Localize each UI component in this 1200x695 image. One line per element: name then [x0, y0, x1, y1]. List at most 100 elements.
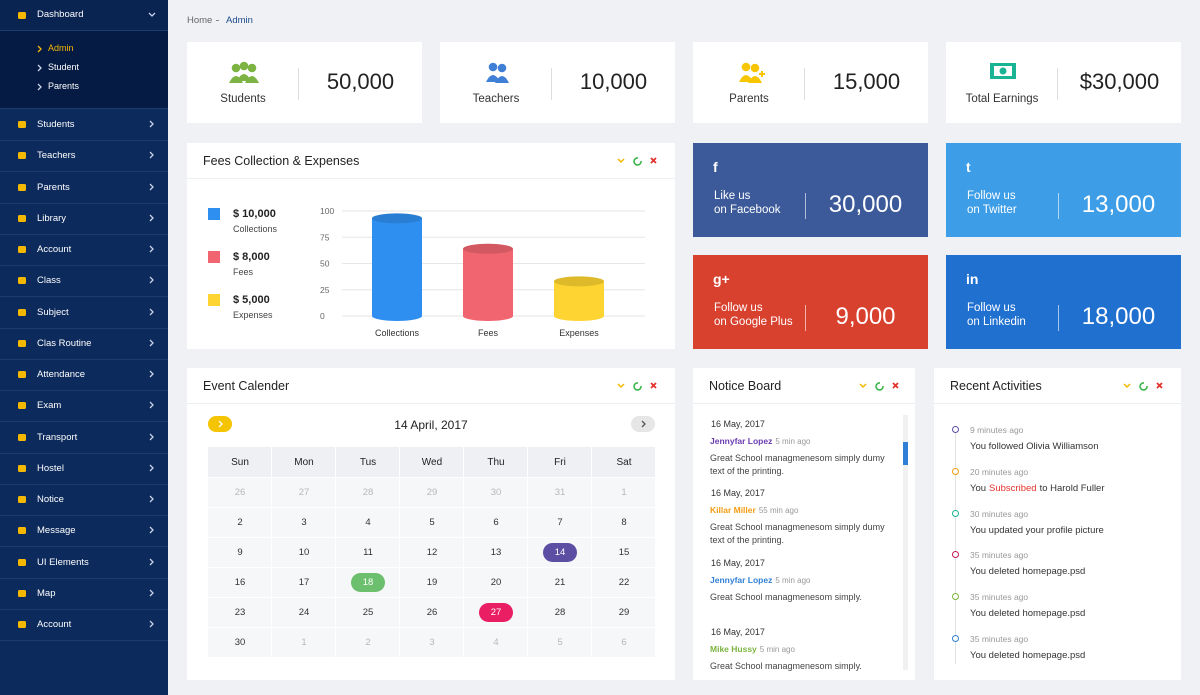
- day-highlight: [351, 573, 385, 592]
- day-number[interactable]: 26: [234, 487, 246, 498]
- day-number[interactable]: 6: [621, 637, 627, 648]
- day-number[interactable]: 23: [234, 607, 246, 618]
- day-number[interactable]: 31: [554, 487, 566, 498]
- chevron-icon: [149, 308, 154, 315]
- day-number[interactable]: 2: [365, 637, 371, 648]
- day-number[interactable]: 19: [426, 577, 438, 588]
- menu-item[interactable]: Notice: [0, 484, 168, 516]
- menu-item[interactable]: Hostel: [0, 453, 168, 485]
- day-number[interactable]: 28: [362, 487, 374, 498]
- day-number[interactable]: 30: [234, 637, 246, 648]
- day-number[interactable]: 4: [493, 637, 499, 648]
- day-number[interactable]: 10: [298, 547, 310, 558]
- menu-item[interactable]: Message: [0, 515, 168, 548]
- menu-item[interactable]: Class: [0, 265, 168, 298]
- sidebar: Dashboard Admin Student Parents Students Teac…: [0, 0, 168, 695]
- day-number[interactable]: 3: [301, 517, 307, 528]
- timeline-dot: [952, 426, 959, 433]
- menu-item[interactable]: Subject: [0, 297, 168, 329]
- menu-icon: [18, 402, 26, 410]
- x-tick-label: Expenses: [559, 328, 599, 338]
- day-number[interactable]: 29: [618, 607, 630, 618]
- day-number[interactable]: 7: [557, 517, 563, 528]
- day-number[interactable]: 14: [554, 547, 566, 558]
- day-number[interactable]: 13: [490, 547, 502, 558]
- activity-segment: Subscribed: [989, 482, 1037, 494]
- activity-text: You deleted homepage.psd: [970, 650, 1088, 661]
- menu-item[interactable]: Clas Routine: [0, 328, 168, 360]
- day-number[interactable]: 27: [490, 607, 502, 618]
- menu-item[interactable]: Dashboard: [0, 0, 168, 31]
- day-number[interactable]: 21: [554, 577, 566, 588]
- menu-item[interactable]: Parents: [0, 172, 168, 204]
- day-number[interactable]: 9: [237, 547, 243, 558]
- day-number[interactable]: 12: [426, 547, 438, 558]
- icon-shape: [18, 371, 26, 378]
- day-number[interactable]: 17: [298, 577, 310, 588]
- menu-item[interactable]: UI Elements: [0, 547, 168, 579]
- menu-item[interactable]: Transport: [0, 422, 168, 454]
- day-number[interactable]: 8: [621, 517, 627, 528]
- scroll-track: [903, 415, 908, 670]
- day-number[interactable]: 2: [237, 517, 243, 528]
- day-number[interactable]: 5: [429, 517, 435, 528]
- person-head: [247, 63, 257, 73]
- day-number[interactable]: 3: [429, 637, 435, 648]
- day-number[interactable]: 27: [298, 487, 310, 498]
- menu-item[interactable]: Map: [0, 578, 168, 610]
- menu-label: Clas Routine: [37, 337, 92, 349]
- chevron: [149, 464, 154, 472]
- breadcrumb-link[interactable]: Home: [187, 15, 213, 26]
- menu-item[interactable]: Account: [0, 609, 168, 641]
- day-number[interactable]: 24: [298, 607, 310, 618]
- day-number[interactable]: 5: [557, 637, 563, 648]
- social-value: 9,000: [835, 303, 896, 330]
- timeline-dot: [952, 593, 959, 601]
- menu-item[interactable]: Exam: [0, 390, 168, 423]
- bar-top-shade: [463, 243, 513, 254]
- submenu-item[interactable]: Parents: [48, 81, 80, 91]
- day-highlight: [479, 603, 513, 622]
- bar-body: [554, 281, 604, 316]
- menu-item[interactable]: Students: [0, 109, 168, 141]
- menu-label: Class: [37, 275, 61, 287]
- social-line1: Follow us: [967, 190, 1016, 202]
- breadcrumb-sep: [216, 20, 219, 21]
- day-number[interactable]: 20: [490, 577, 502, 588]
- day-number[interactable]: 25: [362, 607, 374, 618]
- person-head: [239, 61, 249, 71]
- person-head: [497, 63, 507, 73]
- day-number[interactable]: 30: [490, 487, 502, 498]
- day-number[interactable]: 11: [363, 547, 373, 558]
- chevron-icon: [149, 245, 154, 253]
- prev-button[interactable]: [208, 416, 232, 432]
- plus: [759, 71, 765, 77]
- day-number[interactable]: 18: [362, 577, 374, 588]
- next-button[interactable]: [631, 416, 655, 432]
- day-number[interactable]: 1: [621, 487, 627, 498]
- submenu-item[interactable]: Student: [48, 62, 80, 72]
- day-number[interactable]: 16: [234, 577, 246, 588]
- stat-value: 50,000: [326, 69, 395, 94]
- day-number[interactable]: 15: [618, 547, 630, 558]
- day-number[interactable]: 29: [426, 487, 438, 498]
- menu-item[interactable]: Attendance: [0, 359, 168, 391]
- day-cell: [208, 508, 271, 537]
- menu-item[interactable]: Teachers: [0, 140, 168, 173]
- day-number[interactable]: 22: [618, 577, 630, 588]
- chevron-icon: [149, 339, 154, 347]
- day-number[interactable]: 6: [493, 517, 499, 528]
- day-number[interactable]: 4: [365, 517, 371, 528]
- refresh-icon: [1139, 382, 1148, 391]
- notice-author: Jennyfar Lopez: [710, 436, 773, 446]
- activity-segment: You followed Olivia Williamson: [970, 441, 1099, 452]
- menu-item[interactable]: Account: [0, 234, 168, 266]
- submenu-item[interactable]: Admin: [48, 43, 74, 53]
- day-number[interactable]: 1: [301, 637, 307, 648]
- activity-time: 20 minutes ago: [970, 466, 1029, 477]
- panel: Notice Board 16 May, 2017 Jennyfar Lopez 5 …: [693, 368, 915, 680]
- day-number[interactable]: 28: [554, 607, 566, 618]
- day-number[interactable]: 26: [426, 607, 438, 618]
- day-cell: [208, 598, 271, 627]
- menu-item[interactable]: Library: [0, 203, 168, 235]
